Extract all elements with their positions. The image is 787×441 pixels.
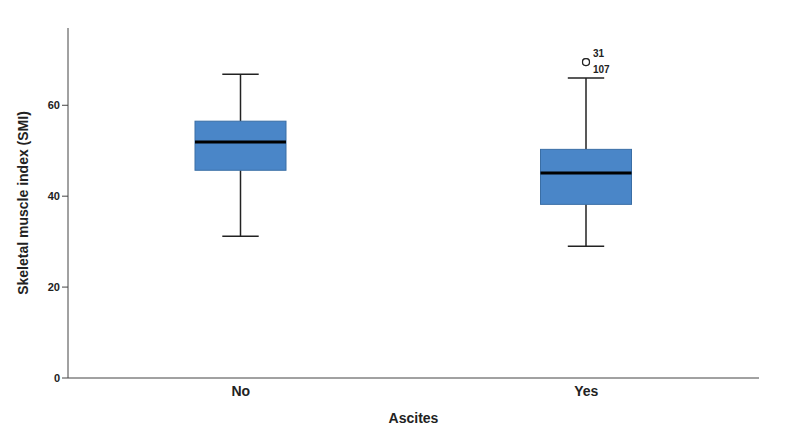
- svg-text:Yes: Yes: [574, 383, 598, 399]
- svg-text:31: 31: [593, 48, 605, 59]
- svg-text:40: 40: [48, 190, 60, 202]
- svg-text:20: 20: [48, 281, 60, 293]
- svg-text:107: 107: [593, 64, 610, 75]
- svg-text:No: No: [231, 383, 250, 399]
- svg-text:Skeletal muscle index (SMI): Skeletal muscle index (SMI): [15, 111, 31, 295]
- svg-text:60: 60: [48, 99, 60, 111]
- svg-text:0: 0: [54, 372, 60, 384]
- svg-text:Ascites: Ascites: [389, 410, 439, 426]
